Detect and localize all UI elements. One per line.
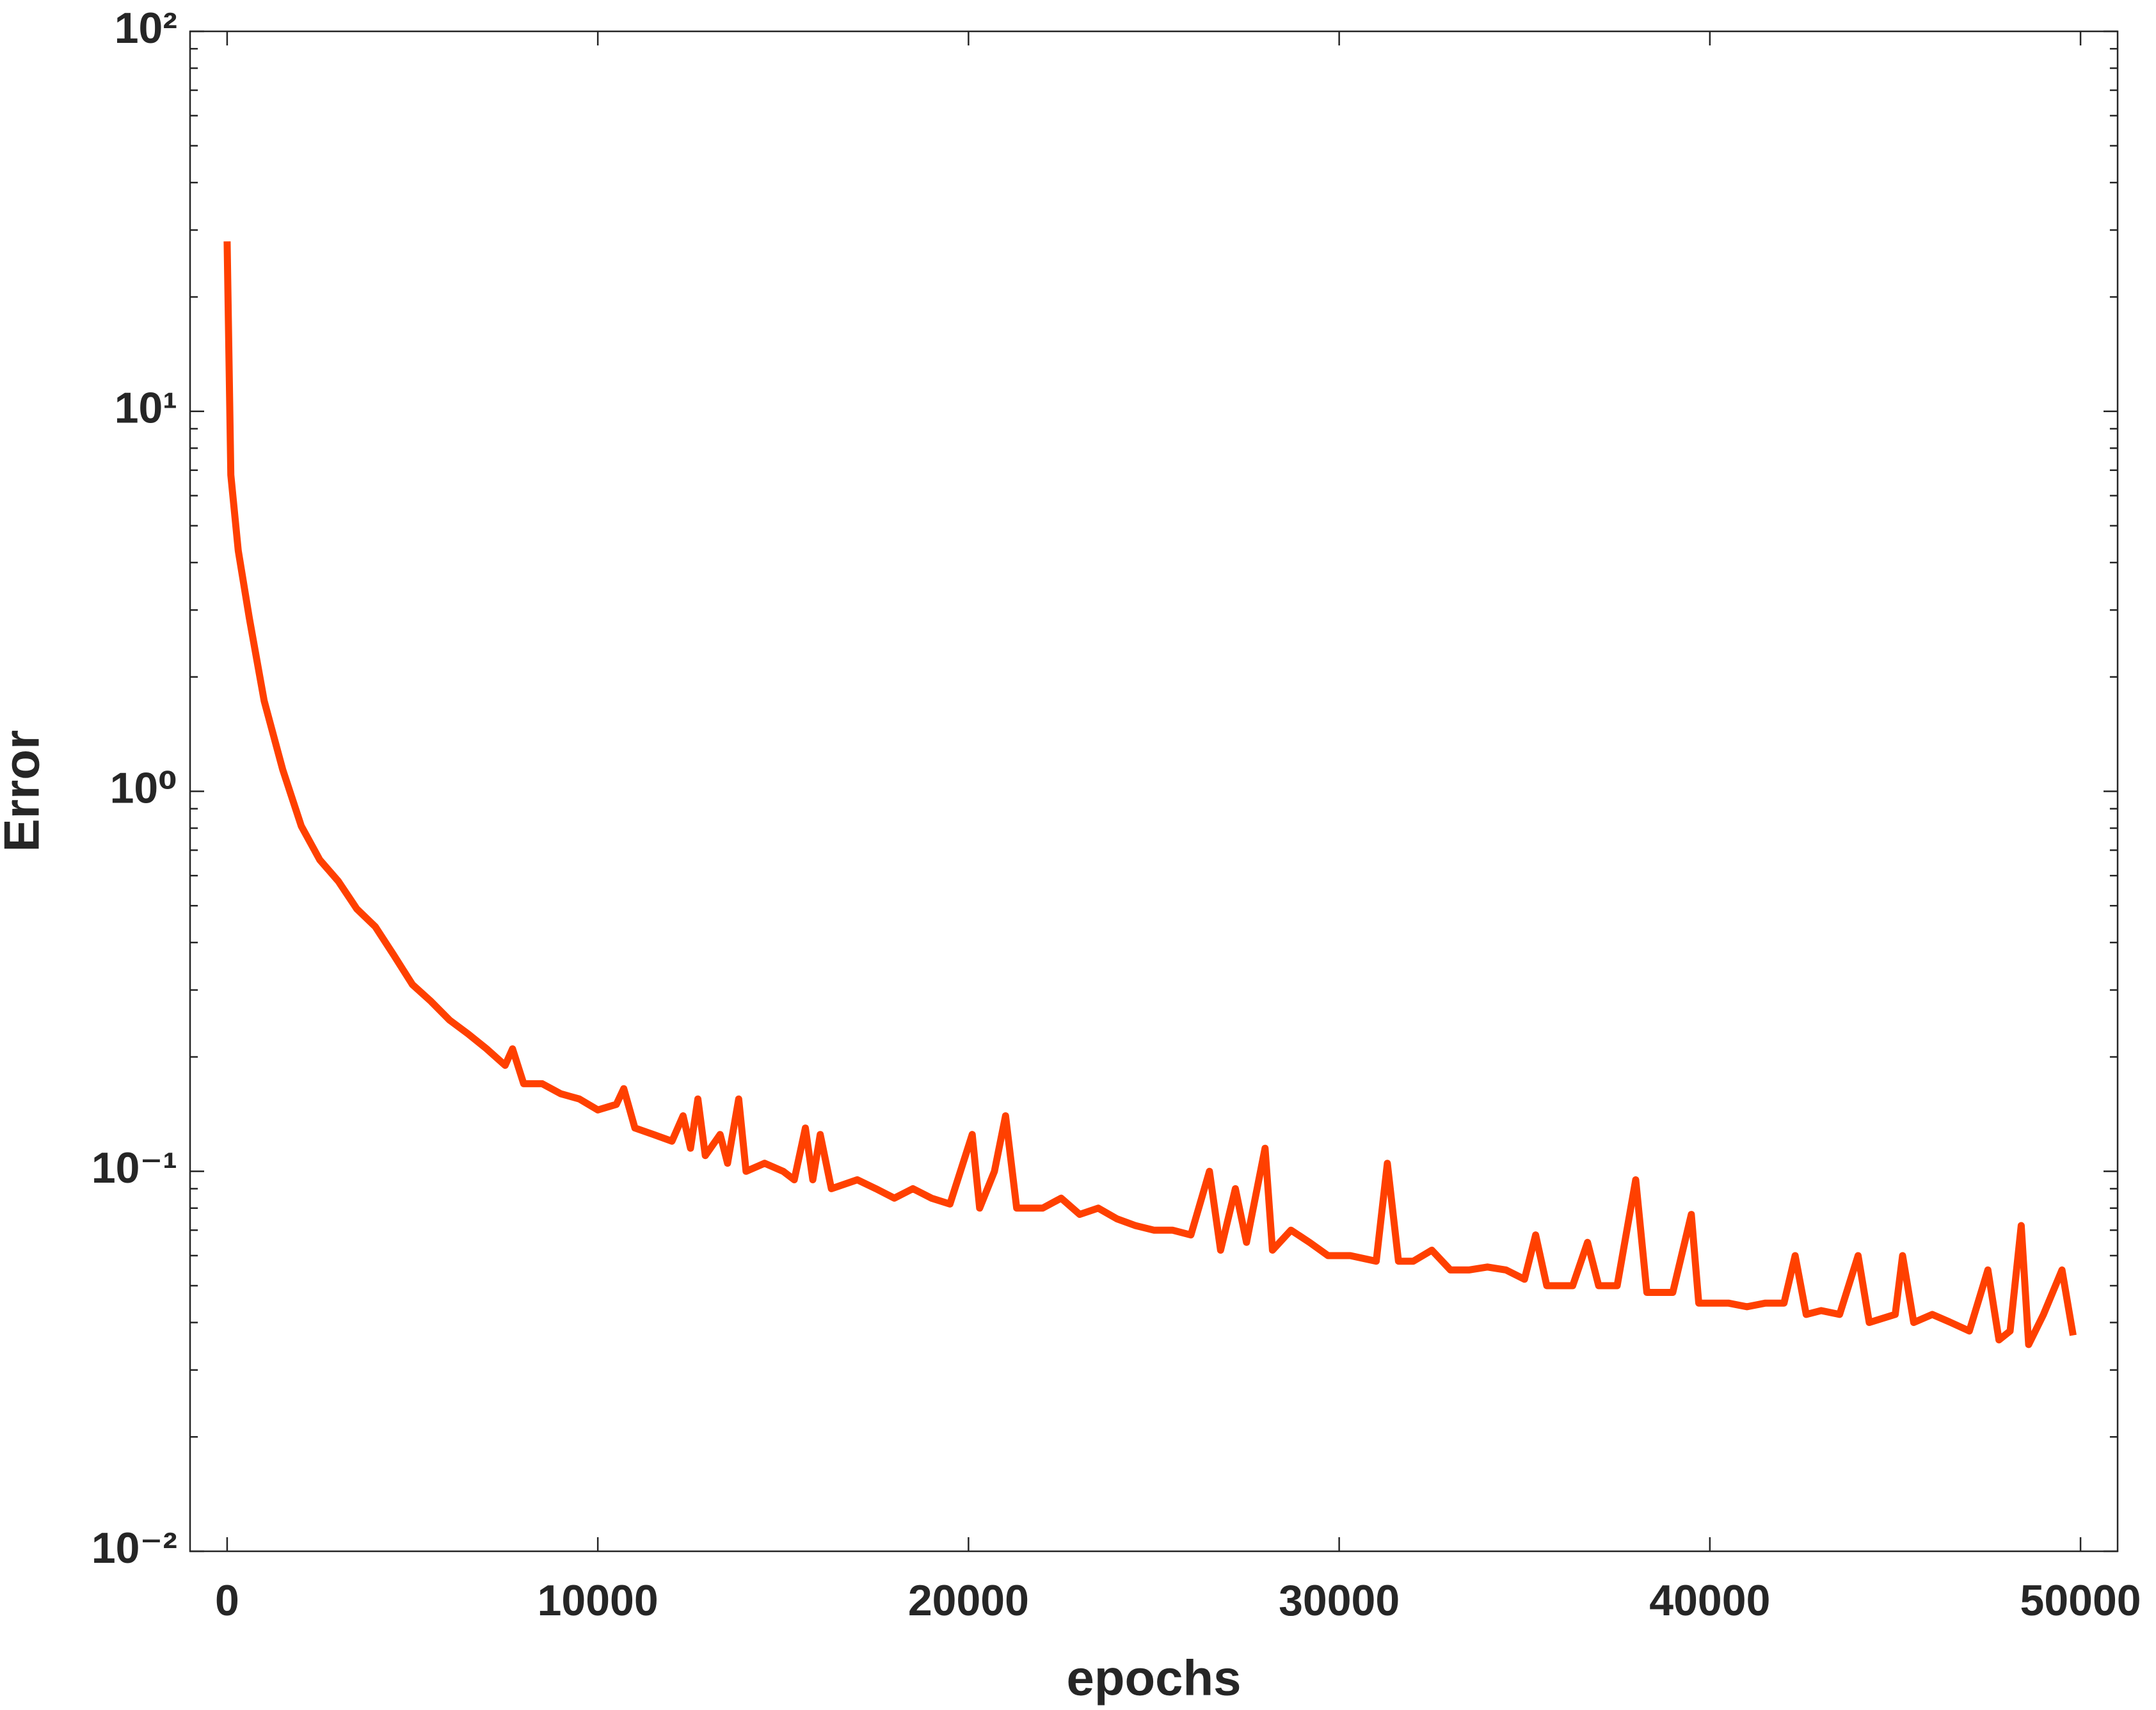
- plot-frame: [189, 30, 2119, 1553]
- x-tick-label: 40000: [1649, 1576, 1770, 1625]
- x-tick-label: 0: [215, 1576, 239, 1625]
- y-tick-label: 10¹: [115, 384, 177, 433]
- x-tick-label: 50000: [2020, 1576, 2141, 1625]
- y-tick-label: 10⁻¹: [92, 1144, 177, 1192]
- y-tick-label: 10⁰: [110, 763, 177, 812]
- y-axis-label: Error: [0, 730, 50, 852]
- x-tick-label: 10000: [538, 1576, 659, 1625]
- y-tick-label: 10⁻²: [92, 1524, 177, 1572]
- x-tick-label: 20000: [908, 1576, 1029, 1625]
- x-axis-label: epochs: [1066, 1650, 1241, 1706]
- data-line: [223, 241, 2077, 1348]
- x-tick-label: 30000: [1279, 1576, 1400, 1625]
- y-tick-label: 10²: [115, 4, 177, 52]
